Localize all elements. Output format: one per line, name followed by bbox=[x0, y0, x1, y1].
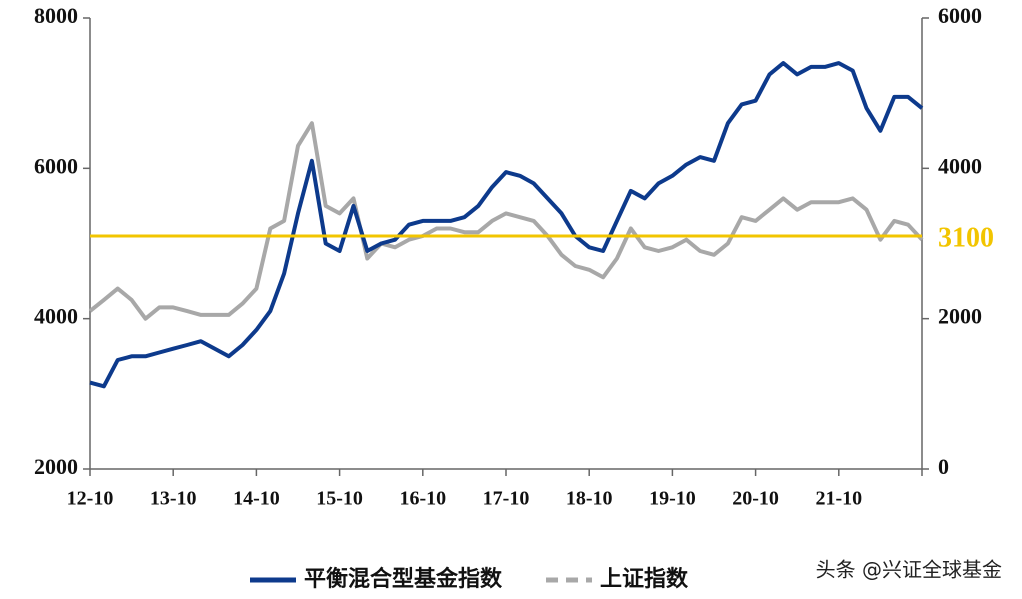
x-tick-label: 13-10 bbox=[150, 488, 197, 510]
y2-tick-label: 6000 bbox=[938, 3, 982, 28]
y2-tick-label: 0 bbox=[938, 454, 949, 479]
x-tick-label: 12-10 bbox=[67, 488, 114, 510]
x-tick-label: 17-10 bbox=[483, 488, 530, 510]
x-tick-label: 20-10 bbox=[732, 488, 779, 510]
series-line bbox=[89, 61, 924, 389]
x-tick-label: 16-10 bbox=[399, 488, 446, 510]
watermark: 头条 @兴证全球基金 bbox=[816, 558, 1002, 582]
x-tick-label: 14-10 bbox=[233, 488, 280, 510]
y2-tick-label: 2000 bbox=[938, 304, 982, 329]
x-tick-label: 15-10 bbox=[316, 488, 363, 510]
x-tick-label: 19-10 bbox=[649, 488, 696, 510]
y-tick-label: 2000 bbox=[34, 454, 78, 479]
series-line bbox=[88, 121, 924, 321]
legend-label: 上证指数 bbox=[600, 566, 689, 592]
reference-label: 3100 bbox=[938, 222, 994, 253]
x-tick-label: 21-10 bbox=[815, 488, 862, 510]
y-tick-label: 6000 bbox=[34, 153, 78, 178]
y-tick-label: 4000 bbox=[34, 304, 78, 329]
x-tick-label: 18-10 bbox=[566, 488, 613, 510]
legend-label: 平衡混合型基金指数 bbox=[304, 566, 503, 592]
y2-tick-label: 4000 bbox=[938, 153, 982, 178]
y-tick-label: 8000 bbox=[34, 3, 78, 28]
